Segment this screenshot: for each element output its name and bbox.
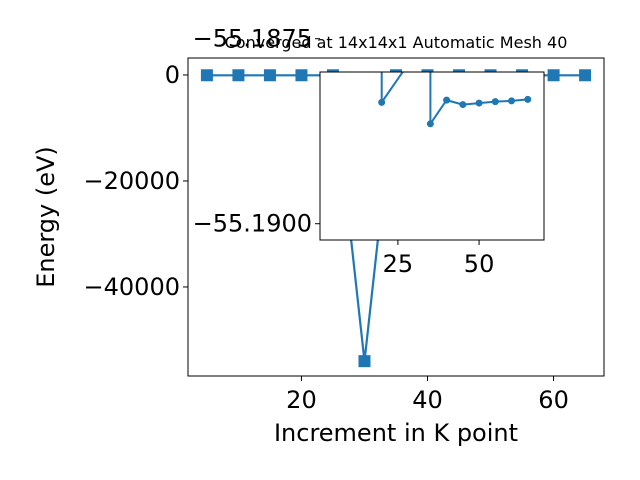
inset-plot-area [378,72,532,128]
inset-data-point [524,95,532,103]
data-point-marker [579,69,592,82]
inset-data-point [459,101,467,109]
inset-background [320,72,544,240]
inset-x-tick-label: 25 [383,250,414,278]
data-point-marker [295,69,308,82]
inset-data-point [443,96,451,104]
data-point-marker [263,69,276,82]
inset-data-point [508,97,516,105]
x-tick-label: 60 [538,386,569,414]
inset-frame [319,71,545,241]
data-point-marker [232,69,245,82]
inset-data-point [491,98,499,106]
data-point-marker [358,355,371,368]
inset-y-tick-label: −55.1900 [193,210,312,238]
y-tick-label: −40000 [84,273,180,301]
x-tick-label: 40 [412,386,443,414]
x-tick-label: 20 [286,386,317,414]
y-tick-label: 0 [165,61,180,89]
chart-title: Converged at 14x14x1 Automatic Mesh 40 [225,33,568,52]
inset-y-tick-label: −55.1875 [193,25,312,53]
y-axis-label: Energy (eV) [32,146,60,288]
inset-data-point [378,98,386,106]
x-axis-label: Increment in K point [274,419,518,447]
inset-x-tick-label: 50 [464,250,495,278]
data-point-marker [200,69,213,82]
plot-frame [187,57,605,377]
inset-data-point [475,99,483,107]
inset-data-point [426,120,434,128]
y-tick-label: −20000 [84,167,180,195]
data-point-marker [547,69,560,82]
